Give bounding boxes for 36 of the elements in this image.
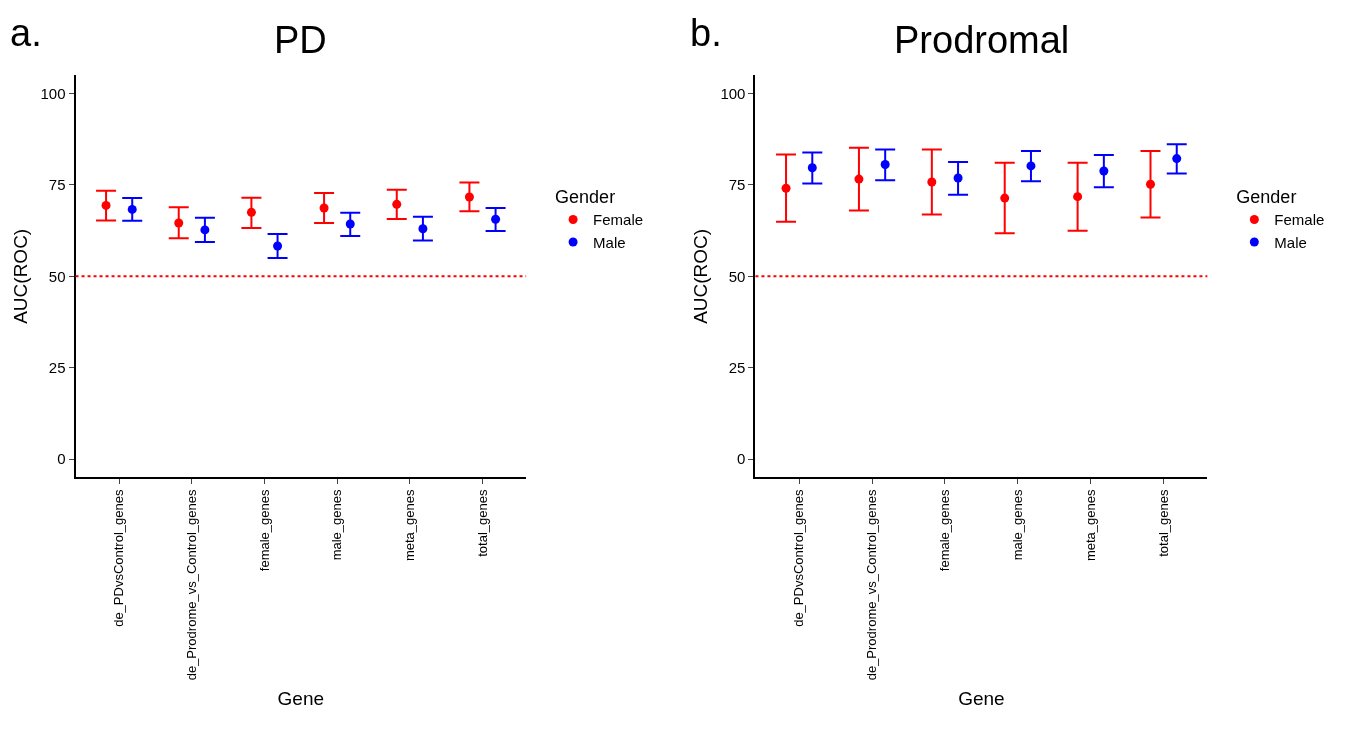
x-tick-label: male_genes (329, 489, 345, 561)
x-tick-label: male_genes (1010, 489, 1026, 561)
legend-label: Male (1274, 233, 1307, 251)
chart-title: Prodromal (894, 19, 1070, 61)
x-tick-label: de_Prodrome_vs_Control_genes (864, 489, 880, 681)
y-tick-label: 50 (728, 267, 746, 285)
x-tick-label: de_Prodrome_vs_Control_genes (184, 489, 200, 681)
legend-title: Gender (1236, 187, 1297, 208)
x-tick-label: de_PDvsControl_genes (111, 489, 127, 627)
x-tick-label: female_genes (937, 489, 953, 572)
y-tick-label: 25 (48, 358, 66, 376)
x-tick-label: de_PDvsControl_genes (791, 489, 807, 627)
y-tick-label: 100 (40, 84, 66, 102)
legend-label: Female (1274, 211, 1325, 229)
y-tick-label: 75 (48, 176, 66, 194)
y-tick-label: 25 (728, 358, 746, 376)
y-tick-label: 0 (57, 450, 66, 468)
x-tick-label: meta_genes (1082, 489, 1098, 562)
y-tick-label: 50 (48, 267, 66, 285)
text: b. (690, 12, 722, 54)
legend-label: Male (593, 233, 626, 251)
x-tick-label: meta_genes (402, 489, 418, 562)
chart-title: PD (274, 19, 327, 61)
x-axis-title: Gene (277, 687, 325, 709)
legend-label: Female (593, 211, 644, 229)
x-tick-label: female_genes (256, 489, 272, 572)
legend-title: Gender (555, 187, 616, 208)
text: a. (10, 12, 42, 54)
y-tick-label: 75 (728, 176, 746, 194)
y-tick-label: 100 (720, 84, 746, 102)
x-tick-label: total_genes (474, 489, 490, 557)
x-axis-title: Gene (958, 687, 1005, 709)
y-axis-title: AUC(ROC) (689, 228, 711, 324)
y-tick-label: 0 (737, 450, 746, 468)
x-tick-label: total_genes (1155, 489, 1171, 557)
y-axis-title: AUC(ROC) (9, 228, 31, 324)
